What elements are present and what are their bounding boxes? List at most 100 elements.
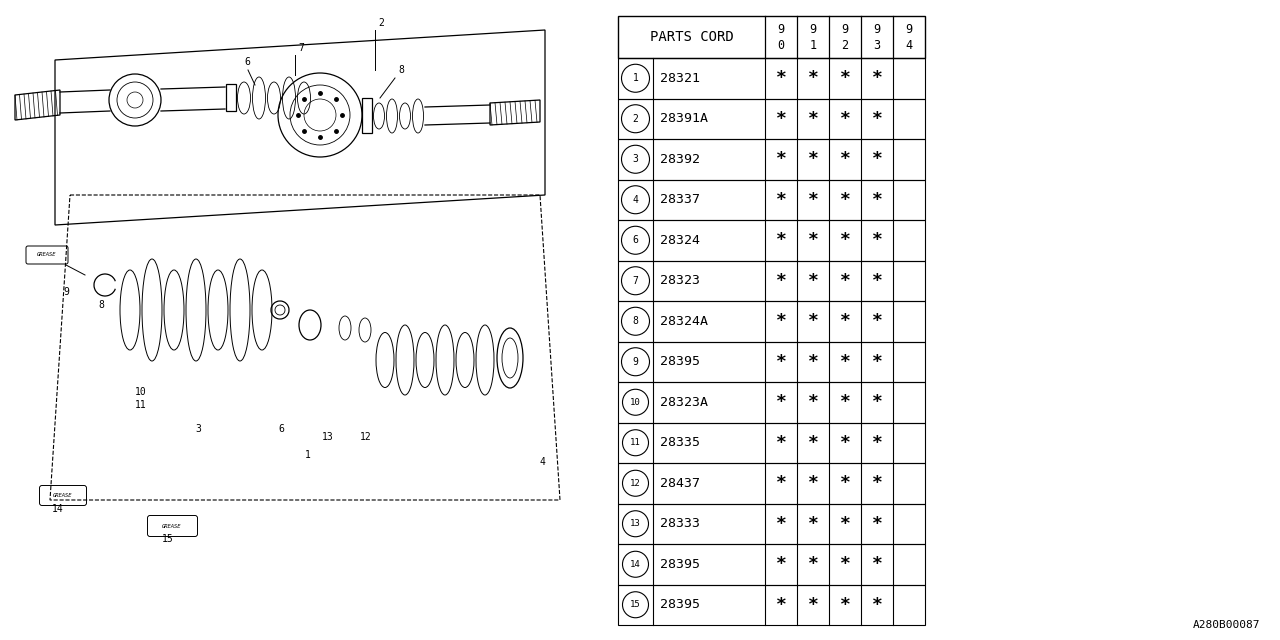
- Text: 0: 0: [777, 39, 785, 52]
- Text: *: *: [872, 596, 882, 614]
- Text: 12: 12: [360, 432, 371, 442]
- Text: 3: 3: [873, 39, 881, 52]
- Text: *: *: [872, 353, 882, 371]
- Text: *: *: [872, 515, 882, 532]
- Bar: [618, 220, 925, 260]
- Text: *: *: [872, 312, 882, 330]
- Text: 9: 9: [809, 23, 817, 36]
- Bar: [618, 99, 925, 139]
- Text: *: *: [776, 150, 786, 168]
- Text: 8: 8: [99, 300, 104, 310]
- Text: *: *: [872, 393, 882, 412]
- Text: *: *: [808, 474, 818, 492]
- Text: *: *: [808, 272, 818, 290]
- Text: *: *: [872, 231, 882, 249]
- Text: 28395: 28395: [660, 557, 700, 571]
- Text: 14: 14: [52, 504, 64, 514]
- Text: *: *: [840, 596, 850, 614]
- Text: *: *: [840, 393, 850, 412]
- Text: 28323: 28323: [660, 275, 700, 287]
- Text: 14: 14: [630, 560, 641, 569]
- Text: *: *: [776, 434, 786, 452]
- Text: 11: 11: [134, 400, 147, 410]
- Text: GREASE: GREASE: [37, 253, 56, 257]
- Text: 3: 3: [632, 154, 639, 164]
- Bar: [618, 544, 925, 584]
- Text: *: *: [776, 312, 786, 330]
- Text: 28392: 28392: [660, 153, 700, 166]
- Text: *: *: [808, 556, 818, 573]
- Text: *: *: [776, 109, 786, 128]
- Text: 9: 9: [873, 23, 881, 36]
- Text: 1: 1: [632, 73, 639, 83]
- Text: *: *: [776, 69, 786, 87]
- Text: 11: 11: [630, 438, 641, 447]
- Text: *: *: [872, 69, 882, 87]
- Text: *: *: [840, 353, 850, 371]
- Text: 2: 2: [632, 114, 639, 124]
- Text: *: *: [776, 596, 786, 614]
- Bar: [618, 504, 925, 544]
- Bar: [618, 179, 925, 220]
- Text: 8: 8: [632, 316, 639, 326]
- Text: 7: 7: [298, 43, 303, 53]
- Text: *: *: [840, 191, 850, 209]
- Text: *: *: [808, 596, 818, 614]
- Bar: [618, 422, 925, 463]
- Text: *: *: [840, 434, 850, 452]
- Text: 28337: 28337: [660, 193, 700, 206]
- Bar: [618, 382, 925, 422]
- Text: 8: 8: [398, 65, 404, 75]
- Text: 2: 2: [841, 39, 849, 52]
- Text: *: *: [840, 109, 850, 128]
- Text: 28335: 28335: [660, 436, 700, 449]
- Bar: [618, 301, 925, 342]
- Text: *: *: [808, 515, 818, 532]
- Bar: [618, 463, 925, 504]
- Text: *: *: [776, 231, 786, 249]
- Text: 15: 15: [630, 600, 641, 609]
- Text: *: *: [872, 434, 882, 452]
- Text: GREASE: GREASE: [54, 493, 73, 498]
- Text: 7: 7: [632, 276, 639, 285]
- Text: PARTS CORD: PARTS CORD: [650, 30, 733, 44]
- Text: 28324: 28324: [660, 234, 700, 247]
- Text: 2: 2: [378, 18, 384, 28]
- Text: 3: 3: [195, 424, 201, 434]
- Text: 28395: 28395: [660, 355, 700, 368]
- Text: *: *: [840, 272, 850, 290]
- Text: 28333: 28333: [660, 517, 700, 531]
- Text: *: *: [872, 556, 882, 573]
- Text: *: *: [776, 272, 786, 290]
- Text: *: *: [840, 556, 850, 573]
- Text: *: *: [808, 150, 818, 168]
- Text: 9: 9: [632, 356, 639, 367]
- Text: 6: 6: [244, 57, 250, 67]
- Bar: [618, 260, 925, 301]
- Text: 9: 9: [63, 287, 69, 297]
- Text: 9: 9: [905, 23, 913, 36]
- Text: 13: 13: [630, 519, 641, 528]
- Text: *: *: [808, 434, 818, 452]
- Text: 28395: 28395: [660, 598, 700, 611]
- Text: *: *: [808, 191, 818, 209]
- Text: *: *: [808, 312, 818, 330]
- Text: *: *: [872, 272, 882, 290]
- Text: 1: 1: [809, 39, 817, 52]
- Text: *: *: [840, 515, 850, 532]
- Text: 10: 10: [630, 397, 641, 407]
- Text: *: *: [872, 191, 882, 209]
- Bar: [618, 58, 925, 99]
- Text: *: *: [776, 191, 786, 209]
- Text: 28323A: 28323A: [660, 396, 708, 409]
- Text: 9: 9: [841, 23, 849, 36]
- Text: *: *: [808, 109, 818, 128]
- Text: *: *: [776, 393, 786, 412]
- Text: *: *: [840, 474, 850, 492]
- Bar: [618, 16, 925, 58]
- Text: *: *: [776, 515, 786, 532]
- Text: 28321: 28321: [660, 72, 700, 84]
- Text: 6: 6: [632, 236, 639, 245]
- Text: A280B00087: A280B00087: [1193, 620, 1260, 630]
- Text: *: *: [840, 150, 850, 168]
